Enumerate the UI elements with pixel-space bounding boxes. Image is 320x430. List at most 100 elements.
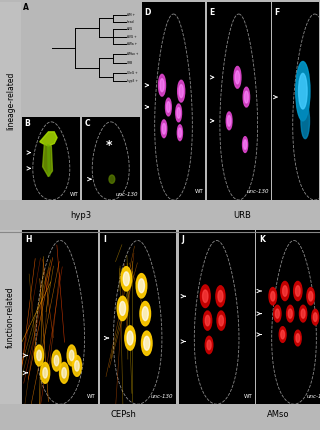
Circle shape xyxy=(279,327,286,342)
Circle shape xyxy=(162,123,166,134)
Circle shape xyxy=(275,309,279,318)
Text: AMso: AMso xyxy=(267,410,290,419)
Circle shape xyxy=(308,292,313,301)
Text: AVG +: AVG + xyxy=(127,35,137,39)
Circle shape xyxy=(52,350,61,371)
Circle shape xyxy=(67,345,76,366)
Text: unc-130: unc-130 xyxy=(116,193,138,197)
Circle shape xyxy=(75,361,79,371)
Circle shape xyxy=(177,125,182,141)
Circle shape xyxy=(301,309,305,318)
Circle shape xyxy=(179,85,183,98)
Circle shape xyxy=(121,267,132,291)
Text: D: D xyxy=(144,8,150,17)
Circle shape xyxy=(158,74,165,96)
Text: AWa +: AWa + xyxy=(127,42,137,46)
Circle shape xyxy=(281,281,289,301)
Circle shape xyxy=(271,292,275,301)
Circle shape xyxy=(69,350,74,361)
Circle shape xyxy=(62,368,66,378)
Text: unc-130: unc-130 xyxy=(307,394,320,399)
Circle shape xyxy=(283,286,287,296)
Polygon shape xyxy=(40,132,57,146)
Text: AM +: AM + xyxy=(127,13,135,17)
Circle shape xyxy=(269,288,276,305)
Circle shape xyxy=(119,301,125,315)
Circle shape xyxy=(43,368,47,378)
Circle shape xyxy=(300,305,307,322)
Circle shape xyxy=(177,108,180,118)
Circle shape xyxy=(299,74,307,109)
Text: URB: URB xyxy=(233,211,251,219)
Circle shape xyxy=(141,331,152,356)
Text: C: C xyxy=(84,120,90,129)
Circle shape xyxy=(216,286,225,307)
Circle shape xyxy=(37,350,41,361)
Circle shape xyxy=(203,290,208,302)
Circle shape xyxy=(294,281,302,301)
Circle shape xyxy=(204,311,212,330)
Text: *: * xyxy=(106,139,112,153)
Text: B: B xyxy=(25,120,30,129)
Circle shape xyxy=(205,315,210,326)
Circle shape xyxy=(109,175,115,183)
Circle shape xyxy=(226,112,232,130)
Circle shape xyxy=(294,330,301,346)
Text: H: H xyxy=(25,235,32,244)
Circle shape xyxy=(142,307,148,321)
Text: F: F xyxy=(274,8,279,17)
Text: WT: WT xyxy=(70,193,78,197)
Circle shape xyxy=(243,137,248,153)
Text: CEPsh: CEPsh xyxy=(111,410,137,419)
Text: lineage-related: lineage-related xyxy=(6,72,15,130)
Circle shape xyxy=(161,120,167,138)
Circle shape xyxy=(35,345,44,366)
Circle shape xyxy=(178,128,181,138)
Text: AMso +: AMso + xyxy=(127,52,138,56)
Circle shape xyxy=(244,140,247,149)
Text: E: E xyxy=(209,8,215,17)
Text: K: K xyxy=(259,235,265,244)
Circle shape xyxy=(244,91,248,103)
Text: hyp3 +: hyp3 + xyxy=(127,79,138,83)
Circle shape xyxy=(235,71,240,84)
Circle shape xyxy=(167,101,170,112)
Text: UleG +: UleG + xyxy=(127,71,138,74)
Circle shape xyxy=(219,315,223,326)
Text: WT: WT xyxy=(195,189,204,194)
Circle shape xyxy=(205,336,213,354)
Text: hyp3: hyp3 xyxy=(71,211,92,219)
Circle shape xyxy=(313,313,317,322)
Circle shape xyxy=(139,279,145,293)
Circle shape xyxy=(136,273,147,298)
Circle shape xyxy=(296,334,300,342)
Circle shape xyxy=(243,87,250,107)
Circle shape xyxy=(287,305,294,322)
Circle shape xyxy=(127,331,133,345)
Circle shape xyxy=(200,285,210,307)
Circle shape xyxy=(60,362,68,383)
Circle shape xyxy=(72,356,82,376)
Text: function-related: function-related xyxy=(6,286,15,348)
Circle shape xyxy=(41,362,50,383)
Circle shape xyxy=(274,305,281,322)
Text: WT: WT xyxy=(244,394,252,399)
Circle shape xyxy=(165,98,171,116)
Circle shape xyxy=(288,309,292,318)
Circle shape xyxy=(312,309,319,325)
Circle shape xyxy=(217,311,225,330)
Circle shape xyxy=(218,291,223,302)
Text: I: I xyxy=(103,235,106,244)
Circle shape xyxy=(295,286,300,296)
Text: J: J xyxy=(182,235,185,244)
Circle shape xyxy=(54,356,59,366)
Circle shape xyxy=(228,116,231,126)
Circle shape xyxy=(281,330,284,339)
Text: AVG: AVG xyxy=(127,28,133,31)
Circle shape xyxy=(176,104,181,122)
Polygon shape xyxy=(43,144,52,177)
Circle shape xyxy=(234,66,241,88)
Circle shape xyxy=(144,336,150,350)
Circle shape xyxy=(301,103,309,138)
Circle shape xyxy=(207,340,211,350)
